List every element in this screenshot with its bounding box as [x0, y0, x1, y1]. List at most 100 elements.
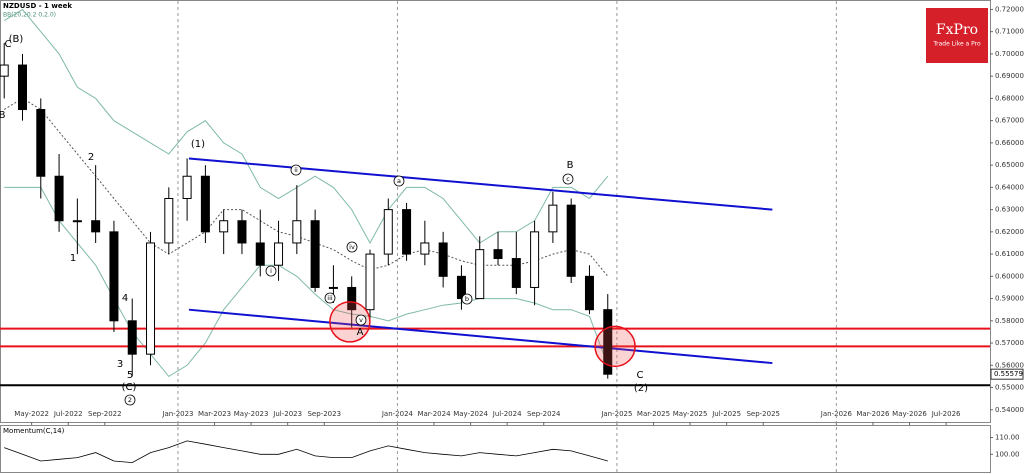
highlight-circle: [329, 301, 371, 343]
main-panel: [0, 0, 991, 423]
y-tick-label: 0.61000: [995, 250, 1024, 258]
wave-label: B: [0, 110, 6, 121]
wave-label: iii: [327, 294, 333, 302]
candle-body: [17, 64, 27, 111]
y-tick-label: 0.71000: [995, 28, 1024, 36]
y-tick-label: 0.57000: [995, 339, 1024, 347]
candle-body: [72, 220, 82, 223]
y-tick-label: 0.60000: [995, 272, 1024, 280]
candle-body: [365, 253, 375, 311]
wave-label: b: [465, 295, 469, 303]
x-tick-label: Jan-2024: [381, 410, 414, 418]
x-tick-label: Jan-2023: [161, 410, 193, 418]
chart-title: NZDUSD - 1 week: [3, 2, 72, 10]
highlight-circle: [594, 325, 636, 368]
x-tick-label: May-2025: [673, 410, 708, 418]
x-tick-label: Sep-2023: [307, 410, 341, 418]
wave-label: c: [566, 175, 570, 183]
x-tick-label: May-2026: [892, 410, 927, 418]
last-price-label: 0.55579: [994, 370, 1023, 378]
x-tick-label: Sep-2022: [88, 410, 122, 418]
label-circle: [562, 173, 574, 185]
candle-body: [219, 220, 229, 233]
x-tick-label: Jan-2025: [600, 410, 632, 418]
y-tick-label: 0.63000: [995, 206, 1024, 214]
wave-label: C: [637, 370, 644, 381]
candle-body: [200, 175, 210, 233]
y-tick-label: 0.58000: [995, 317, 1024, 325]
candle-body: [274, 242, 284, 266]
candle-body: [182, 175, 192, 199]
candle-body: [420, 242, 430, 255]
candle-body: [146, 242, 156, 355]
candle-body: [164, 197, 174, 244]
x-tick-label: Jul-2025: [711, 410, 741, 418]
x-tick-label: Mar-2026: [856, 410, 890, 418]
candle-body: [310, 220, 320, 288]
logo-box: [926, 8, 988, 63]
label-circle: [124, 394, 136, 406]
candle-body: [292, 220, 302, 244]
x-tick-label: Mar-2023: [198, 410, 231, 418]
bollinger-band: [3, 8, 609, 245]
y-tick-label: 0.54000: [995, 406, 1024, 414]
wave-label: 1: [70, 253, 76, 264]
candle-body: [127, 320, 137, 355]
y-tick-label: 0.68000: [995, 94, 1024, 102]
y-tick-label: 0.62000: [995, 228, 1024, 236]
wave-label: (2): [634, 383, 648, 394]
wave-label: i: [270, 267, 272, 275]
candle-body: [566, 204, 576, 277]
candle-body: [511, 258, 521, 288]
momentum-panel: [0, 425, 991, 473]
trend-line: [188, 157, 773, 211]
y-tick-label: 0.69000: [995, 72, 1024, 80]
x-tick-label: Jul-2022: [53, 410, 83, 418]
candle-body: [584, 275, 594, 311]
wave-label: (B): [9, 34, 24, 45]
x-tick-label: Sep-2024: [527, 410, 561, 418]
trend-line: [188, 308, 773, 365]
indicator-label: BB(20,20.2 0,2.0): [3, 12, 56, 19]
momentum-title: Momentum(C,14): [3, 427, 65, 435]
wave-label: C: [5, 39, 12, 50]
candle-body: [456, 275, 466, 300]
momentum-line: [4, 440, 608, 464]
wave-label: (C): [122, 382, 137, 393]
label-circle: [355, 314, 367, 326]
candle-body: [347, 286, 357, 311]
candle-body: [402, 209, 412, 255]
candle-body: [328, 286, 338, 289]
bollinger-band: [3, 97, 609, 277]
label-circle: [393, 175, 405, 187]
candle-body: [91, 220, 101, 233]
last-price-box: [990, 368, 1024, 380]
candle-body: [603, 309, 613, 375]
y-tick-label: 0.65000: [995, 161, 1024, 169]
wave-label: 2: [88, 152, 94, 163]
candle-body: [530, 231, 540, 288]
candle-body: [237, 220, 247, 244]
wave-label: 3: [117, 359, 123, 370]
candle-body: [0, 64, 9, 77]
candle-body: [54, 175, 64, 222]
wave-label: B: [567, 160, 574, 171]
label-circle: [265, 265, 277, 277]
candle-body: [548, 204, 558, 233]
y-tick-label: 0.66000: [995, 139, 1024, 147]
label-circle: [290, 164, 302, 176]
wave-label: 4: [122, 293, 128, 304]
x-tick-label: May-2023: [234, 410, 269, 418]
y-tick-label: 0.67000: [995, 117, 1024, 125]
x-tick-label: May-2022: [14, 410, 49, 418]
y-tick-label: 0.72000: [995, 5, 1024, 13]
x-tick-label: Mar-2024: [417, 410, 451, 418]
y-tick-label: 0.70000: [995, 50, 1024, 58]
logo-tagline: Trade Like a Pro: [932, 41, 981, 48]
y-tick-label: 0.64000: [995, 183, 1024, 191]
wave-label: ii: [294, 166, 298, 174]
y-tick-label: 0.59000: [995, 295, 1024, 303]
logo-name: FxPro: [936, 22, 978, 38]
x-tick-label: Jul-2026: [931, 410, 961, 418]
wave-label: 2: [128, 396, 132, 404]
